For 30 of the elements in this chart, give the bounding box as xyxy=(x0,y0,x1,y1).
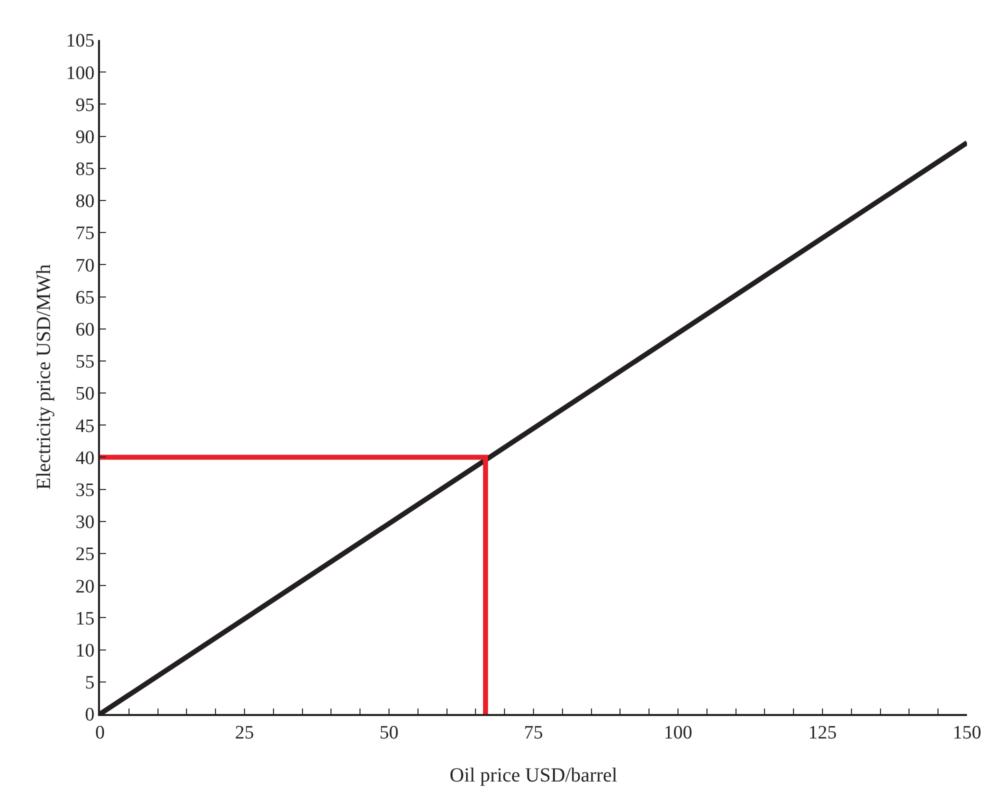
y-tick-label: 105 xyxy=(66,30,94,52)
y-tick-label: 80 xyxy=(75,191,94,212)
y-tick-label: 75 xyxy=(75,223,94,244)
y-tick-label: 5 xyxy=(84,672,94,694)
y-axis-title: Electricity price USD/MWh xyxy=(32,264,55,490)
y-tick-label: 25 xyxy=(75,544,94,566)
x-tick-label: 50 xyxy=(380,722,398,744)
x-axis-title: Oil price USD/barrel xyxy=(450,764,618,787)
y-tick-label: 30 xyxy=(75,512,94,534)
y-tick-label: 50 xyxy=(75,384,94,405)
y-tick-label: 90 xyxy=(75,126,94,148)
y-tick-label: 85 xyxy=(75,159,94,180)
y-tick-label: 40 xyxy=(75,448,94,469)
x-tick-label: 25 xyxy=(235,722,254,744)
y-tick-label: 20 xyxy=(75,576,94,598)
x-tick-label: 100 xyxy=(664,722,692,744)
y-tick-label: 100 xyxy=(66,62,94,84)
x-tick-label: 125 xyxy=(808,722,837,744)
y-tick-label: 45 xyxy=(75,416,94,437)
y-tick-label: 35 xyxy=(75,480,94,501)
y-tick-label: 95 xyxy=(75,94,94,116)
y-tick-label: 0 xyxy=(84,704,94,726)
y-tick-label: 55 xyxy=(75,352,94,373)
y-tick-label: 70 xyxy=(75,255,94,276)
y-tick-label: 60 xyxy=(75,320,94,341)
x-tick-label: 75 xyxy=(524,722,543,744)
y-tick-label: 10 xyxy=(75,640,94,662)
x-tick-label: 150 xyxy=(952,722,982,744)
y-tick-label: 15 xyxy=(75,608,94,630)
y-tick-label: 65 xyxy=(75,287,94,308)
